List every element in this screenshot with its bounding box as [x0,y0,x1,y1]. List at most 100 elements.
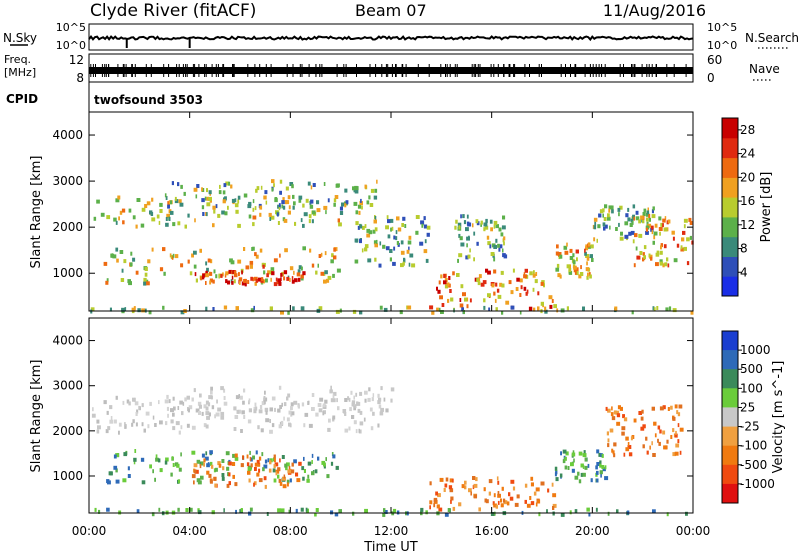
velocity-cell [249,456,252,461]
velocity-cell [677,412,681,417]
velocity-cell [640,416,644,421]
power-cell [147,259,151,264]
power-cell [159,209,163,213]
power-cell [379,305,383,310]
date-label: 11/Aug/2016 [603,1,706,20]
velocity-cell [274,407,276,412]
power-cell [459,298,462,302]
power-cell [533,307,536,312]
velocity-cell [113,454,117,459]
power-colorbar-tick-label: 12 [740,218,755,232]
power-cell [237,223,241,228]
power-cell [440,274,443,279]
power-cell [264,190,268,195]
power-cell [455,219,458,224]
velocity-cell [672,452,676,457]
velocity-cell [630,436,633,441]
velocity-cell [359,410,363,415]
velocity-cell [256,472,260,477]
power-cell [608,205,613,210]
power-cell [379,241,382,246]
power-cell [648,214,651,218]
power-cell [241,281,245,286]
power-cell [323,182,326,186]
power-cell [270,215,275,220]
velocity-cell [208,473,212,478]
velocity-cell [221,459,225,463]
velocity-cell [617,405,621,410]
power-cell [633,263,636,268]
power-cell [217,213,221,218]
power-cell [390,218,394,223]
power-cell [132,257,136,262]
power-cell [275,277,278,282]
velocity-cell [287,393,291,398]
power-cell [593,225,597,230]
velocity-cell [364,398,367,403]
power-cell [448,276,451,280]
velocity-cell [333,391,337,396]
power-cell [502,248,504,253]
velocity-cell [204,456,209,461]
velocity-cell [269,460,272,465]
power-cell [373,219,377,224]
velocity-cell [355,429,358,434]
velocity-cell [131,422,134,427]
velocity-cell [607,443,610,448]
nsky-line [88,34,694,42]
velocity-cell [328,418,331,423]
power-panel: 1000 2000 3000 4000 Slant Range [km] [29,111,694,315]
x-tick-label: 00:00 [72,524,107,538]
power-cell [407,305,412,310]
power-cell [274,197,278,201]
power-cell [681,237,685,242]
power-cell [218,274,220,279]
velocity-cell [674,404,678,409]
velocity-cell [323,462,326,467]
power-cell [361,248,364,253]
velocity-cell [278,424,282,429]
power-cell [395,230,398,235]
velocity-cell [203,404,207,409]
velocity-cell [468,488,472,493]
power-cell [516,277,520,282]
velocity-cell [497,480,500,485]
power-cell [586,275,589,280]
nsky-label: N.Sky [3,31,37,45]
power-cell [280,272,283,277]
velocity-cell [269,407,273,412]
power-cell [597,224,601,229]
power-cell [243,279,247,283]
velocity-cell [248,511,252,516]
power-colorbar-tick-label: 28 [740,123,755,137]
freq-tick-bottom: 8 [76,71,84,85]
velocity-cell [350,390,353,395]
velocity-cell [570,462,574,467]
power-cell [231,275,234,280]
velocity-cell [666,512,669,517]
velocity-cell [475,477,478,482]
power-cell [333,202,336,207]
power-cell [576,271,579,276]
power-cell [373,240,377,245]
power-cell [300,274,304,279]
power-cell [456,273,460,277]
power-cell [260,185,263,190]
power-cell [426,232,430,237]
power-cell [485,268,489,273]
velocity-cell [599,460,602,465]
velocity-cell [248,478,251,483]
power-cell [115,198,120,203]
velocity-cell [330,385,332,390]
power-cell [575,249,579,254]
power-cell [261,277,264,282]
power-cell [361,205,363,210]
power-cell [653,235,656,240]
power-cell [556,244,559,249]
power-cell [666,257,669,262]
power-cell [689,235,692,240]
velocity-cell [278,385,282,390]
velocity-cell [279,481,283,486]
velocity-cell [332,398,336,403]
power-cell [425,258,429,263]
